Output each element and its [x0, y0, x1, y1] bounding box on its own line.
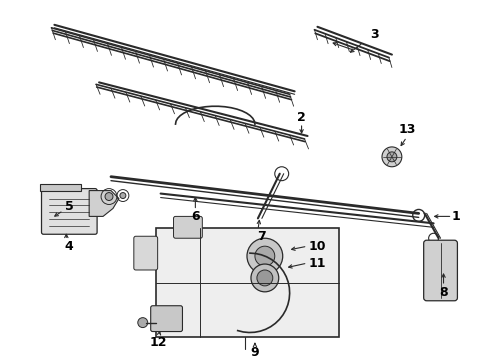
Polygon shape — [89, 190, 119, 216]
Circle shape — [275, 167, 289, 181]
Text: 12: 12 — [150, 336, 168, 349]
Circle shape — [257, 270, 273, 286]
Text: 8: 8 — [439, 286, 448, 299]
FancyBboxPatch shape — [42, 189, 97, 234]
FancyBboxPatch shape — [134, 236, 158, 270]
Text: 1: 1 — [452, 210, 461, 223]
Text: 10: 10 — [309, 240, 326, 253]
Circle shape — [138, 318, 147, 328]
Circle shape — [251, 264, 279, 292]
Circle shape — [255, 246, 275, 266]
Text: 3: 3 — [370, 28, 378, 41]
Circle shape — [413, 210, 425, 221]
Circle shape — [382, 147, 402, 167]
Text: 6: 6 — [191, 210, 200, 223]
Polygon shape — [40, 184, 81, 190]
Text: 2: 2 — [297, 111, 306, 123]
Text: 7: 7 — [258, 230, 266, 243]
Text: 9: 9 — [250, 346, 259, 359]
FancyBboxPatch shape — [151, 306, 182, 332]
Circle shape — [105, 193, 113, 201]
FancyBboxPatch shape — [424, 240, 458, 301]
Text: 4: 4 — [65, 240, 74, 253]
Circle shape — [387, 152, 397, 162]
Text: 13: 13 — [398, 122, 416, 136]
Circle shape — [120, 193, 126, 198]
FancyBboxPatch shape — [173, 216, 202, 238]
Bar — [156, 228, 339, 337]
Circle shape — [429, 233, 439, 243]
Text: 5: 5 — [65, 200, 74, 213]
Text: 11: 11 — [309, 257, 326, 270]
Circle shape — [247, 238, 283, 274]
